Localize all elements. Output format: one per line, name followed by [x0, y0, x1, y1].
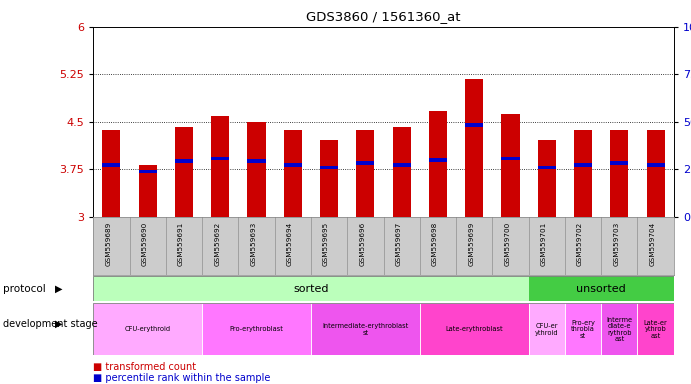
Bar — [565, 303, 601, 355]
Bar — [638, 303, 674, 355]
Bar — [610, 129, 628, 217]
Text: Pro-ery
throbla
st: Pro-ery throbla st — [571, 320, 595, 339]
Bar — [429, 111, 447, 217]
Text: GSM559689: GSM559689 — [106, 222, 111, 266]
Bar — [392, 127, 410, 217]
Text: GSM559696: GSM559696 — [359, 222, 366, 266]
Bar — [465, 123, 483, 127]
Bar — [93, 303, 202, 355]
Text: CFU-er
ythroid: CFU-er ythroid — [535, 323, 558, 336]
Bar — [529, 303, 565, 355]
Bar — [502, 157, 520, 161]
Text: GSM559699: GSM559699 — [468, 222, 474, 266]
Text: GSM559691: GSM559691 — [178, 222, 184, 266]
Bar — [574, 163, 592, 167]
Bar — [247, 122, 265, 217]
Text: GSM559702: GSM559702 — [577, 222, 583, 266]
Bar — [284, 163, 302, 167]
Bar — [465, 79, 483, 217]
Bar — [610, 161, 628, 165]
Text: GSM559703: GSM559703 — [614, 222, 619, 266]
Bar — [139, 165, 157, 217]
Text: Interme
diate-e
rythrob
ast: Interme diate-e rythrob ast — [606, 316, 632, 342]
Text: GSM559701: GSM559701 — [541, 222, 547, 266]
Bar — [538, 140, 556, 217]
Bar — [647, 129, 665, 217]
Bar — [529, 303, 565, 355]
Text: GSM559695: GSM559695 — [323, 222, 329, 266]
Text: ▶: ▶ — [55, 319, 62, 329]
Bar — [565, 303, 601, 355]
Text: GSM559690: GSM559690 — [142, 222, 148, 266]
Bar — [320, 166, 338, 169]
Text: unsorted: unsorted — [576, 284, 626, 294]
Bar — [311, 303, 420, 355]
Bar — [420, 303, 529, 355]
Bar — [601, 303, 638, 355]
Text: GSM559700: GSM559700 — [504, 222, 511, 266]
Bar — [529, 276, 674, 301]
Text: CFU-erythroid: CFU-erythroid — [124, 326, 171, 332]
Text: ■ transformed count: ■ transformed count — [93, 362, 196, 372]
Text: sorted: sorted — [293, 284, 329, 294]
Text: GSM559698: GSM559698 — [432, 222, 438, 266]
Bar — [93, 303, 202, 355]
Bar — [175, 127, 193, 217]
Bar — [392, 163, 410, 167]
Bar — [102, 163, 120, 167]
Text: ■ percentile rank within the sample: ■ percentile rank within the sample — [93, 373, 271, 383]
Text: protocol: protocol — [3, 284, 46, 294]
Bar — [538, 166, 556, 169]
Bar — [320, 140, 338, 217]
Bar — [574, 129, 592, 217]
Text: GSM559693: GSM559693 — [251, 222, 256, 266]
Bar — [211, 116, 229, 217]
Text: GSM559697: GSM559697 — [396, 222, 401, 266]
Bar — [247, 159, 265, 163]
Bar — [357, 161, 375, 165]
Bar — [311, 303, 420, 355]
Bar — [102, 129, 120, 217]
Text: GSM559694: GSM559694 — [287, 222, 293, 266]
Text: GDS3860 / 1561360_at: GDS3860 / 1561360_at — [306, 10, 461, 23]
Text: GSM559704: GSM559704 — [650, 222, 656, 266]
Bar — [502, 114, 520, 217]
Bar — [601, 303, 638, 355]
Bar — [175, 159, 193, 163]
Bar — [647, 163, 665, 167]
Bar — [429, 158, 447, 162]
Bar — [420, 303, 529, 355]
Text: development stage: development stage — [3, 319, 98, 329]
Text: GSM559692: GSM559692 — [214, 222, 220, 266]
Text: Late-er
ythrob
ast: Late-er ythrob ast — [644, 320, 668, 339]
Bar — [211, 157, 229, 161]
Bar — [202, 303, 311, 355]
Text: Intermediate-erythroblast
st: Intermediate-erythroblast st — [322, 323, 408, 336]
Bar — [357, 129, 375, 217]
Bar — [202, 303, 311, 355]
Bar — [139, 170, 157, 173]
Text: Late-erythroblast: Late-erythroblast — [446, 326, 503, 332]
Bar — [93, 276, 529, 301]
Text: Pro-erythroblast: Pro-erythroblast — [229, 326, 283, 332]
Bar — [638, 303, 674, 355]
Bar — [284, 129, 302, 217]
Text: ▶: ▶ — [55, 284, 62, 294]
